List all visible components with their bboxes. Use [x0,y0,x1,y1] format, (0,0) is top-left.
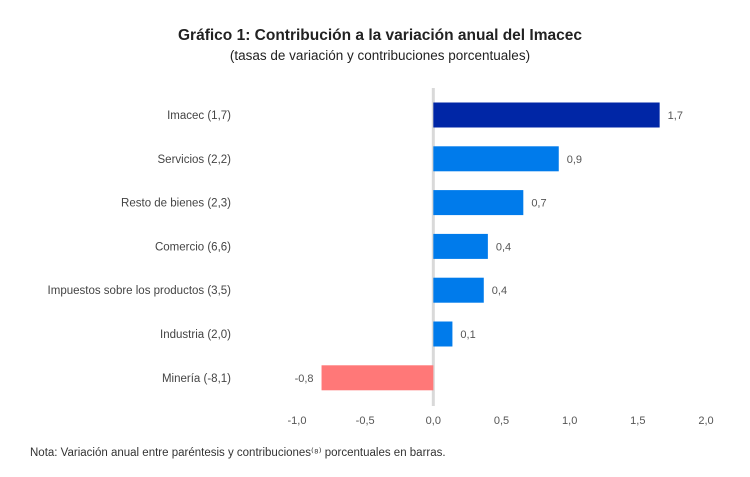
x-tick-label: 2,0 [698,415,713,427]
data-label: 1,7 [668,110,683,122]
x-tick-label: 0,5 [494,415,509,427]
category-label: Minería (-8,1) [162,373,231,385]
bar [433,102,660,128]
x-tick-label: -1,0 [288,415,307,427]
bar [433,277,484,303]
chart-title: Gráfico 1: Contribución a la variación a… [178,27,582,44]
category-label: Comercio (6,6) [155,241,231,253]
data-label: -0,8 [295,373,314,385]
x-tick-label: 1,5 [630,415,645,427]
category-label: Imacec (1,7) [167,110,231,122]
category-label: Resto de bienes (2,3) [121,198,231,210]
data-label: 0,9 [567,154,582,166]
chart-subtitle: (tasas de variación y contribuciones por… [230,48,530,63]
data-label: 0,1 [460,329,475,341]
x-tick-label: 0,0 [426,415,441,427]
bar [321,365,434,391]
data-label: 0,4 [492,285,507,297]
bar [433,233,488,259]
category-label: Impuestos sobre los productos (3,5) [48,285,232,297]
bar [433,190,524,216]
bar [433,146,559,172]
chart-note: Nota: Variación anual entre paréntesis y… [30,446,446,459]
data-label: 0,7 [531,198,546,210]
data-label: 0,4 [496,241,511,253]
category-label: Servicios (2,2) [158,154,232,166]
bar [433,321,453,347]
x-tick-label: 1,0 [562,415,577,427]
category-label: Industria (2,0) [160,329,231,341]
x-tick-label: -0,5 [356,415,375,427]
